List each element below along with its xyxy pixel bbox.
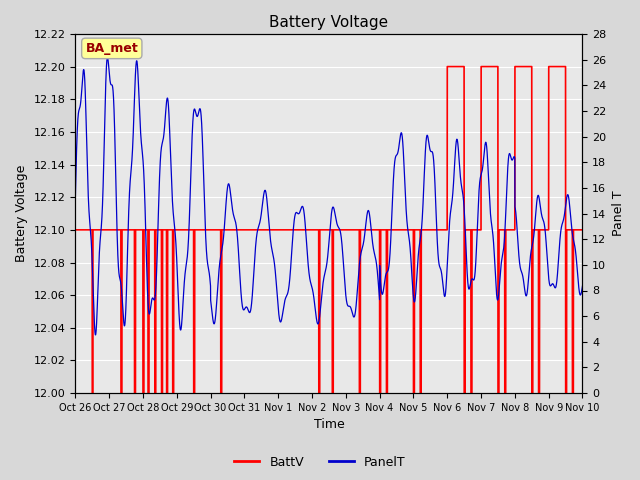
Y-axis label: Panel T: Panel T [612,191,625,236]
X-axis label: Time: Time [314,419,344,432]
Legend: BattV, PanelT: BattV, PanelT [229,451,411,474]
BattV [72,227,79,233]
Line: BattV: BattV [76,67,582,393]
BattV [444,64,451,70]
BattV [475,227,483,233]
Y-axis label: Battery Voltage: Battery Voltage [15,165,28,262]
PanelT [104,55,111,60]
PanelT [447,203,455,209]
PanelT [92,332,99,338]
BattV [372,227,380,233]
BattV [447,64,455,70]
PanelT [97,229,105,235]
Line: PanelT: PanelT [76,58,582,335]
BattV [97,227,105,233]
PanelT [255,222,263,228]
BattV [255,227,263,233]
Title: Battery Voltage: Battery Voltage [269,15,388,30]
PanelT [394,150,401,156]
PanelT [372,255,380,261]
PanelT [72,198,79,204]
BattV [579,227,586,233]
PanelT [579,283,586,289]
PanelT [475,197,483,203]
BattV [394,227,401,233]
Text: BA_met: BA_met [85,42,138,55]
BattV [88,390,96,396]
